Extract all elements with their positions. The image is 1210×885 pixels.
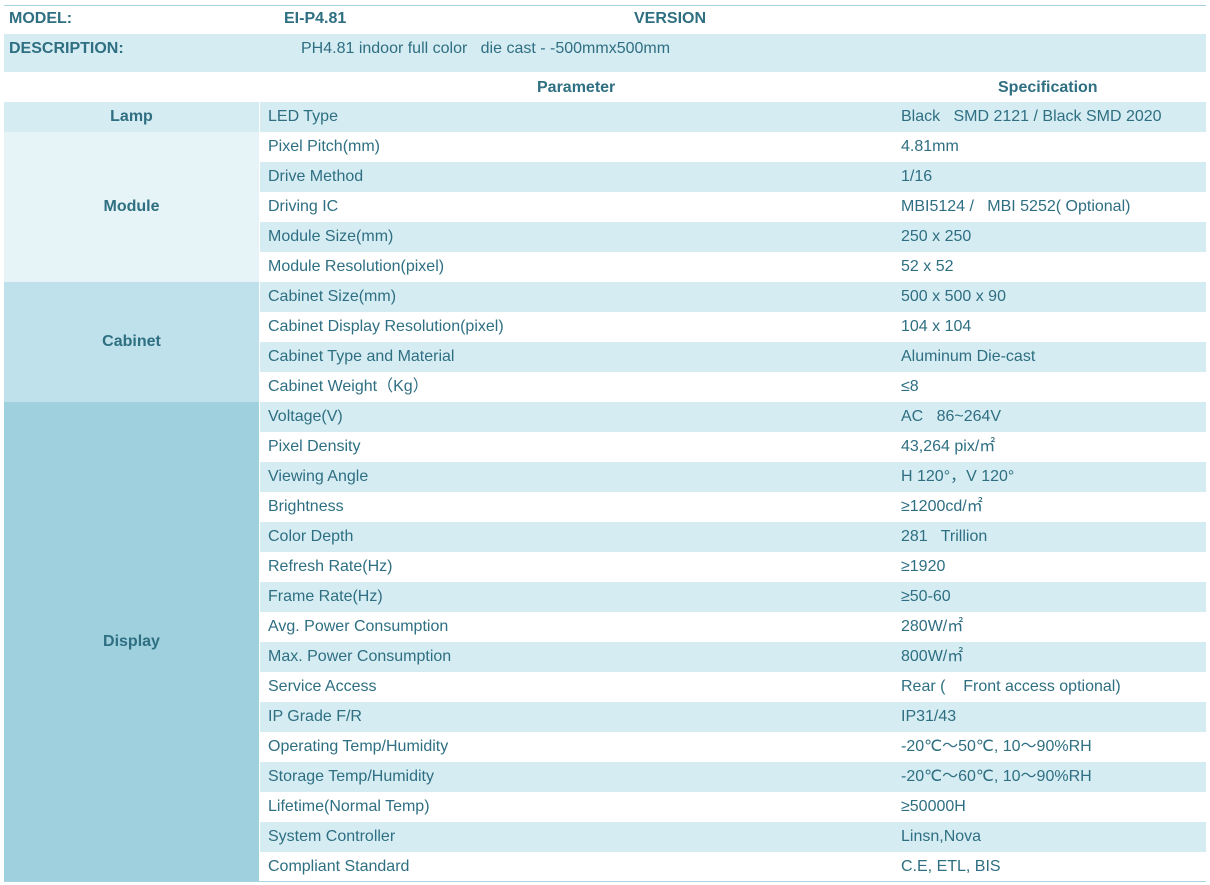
table-row: System Controller Linsn,Nova <box>260 822 1206 852</box>
table-row: Module Size(mm) 250 x 250 <box>260 222 1206 252</box>
parameter-cell: Cabinet Size(mm) <box>268 288 397 305</box>
specification-cell: H 120°，V 120° <box>901 468 1015 485</box>
group-module: Module <box>4 132 259 282</box>
specification-cell: -20℃～50℃, 10～90%RH <box>901 738 1092 755</box>
table-row: Operating Temp/Humidity -20℃～50℃, 10～90%R… <box>260 732 1206 762</box>
parameter-cell: LED Type <box>268 108 338 125</box>
parameter-cell: Avg. Power Consumption <box>268 618 449 635</box>
specification-cell: Rear ( Front access optional) <box>901 678 1121 695</box>
description-row <box>4 34 1206 72</box>
table-row: Cabinet Type and Material Aluminum Die-ca… <box>260 342 1206 372</box>
model-label: MODEL: <box>9 10 73 27</box>
group-display: Display <box>4 402 259 882</box>
table-row: Drive Method 1/16 <box>260 162 1206 192</box>
group-label: Lamp <box>110 108 153 125</box>
version-label: VERSION <box>634 10 707 27</box>
specification-cell: 800W/㎡ <box>901 648 964 665</box>
table-row: IP Grade F/R IP31/43 <box>260 702 1206 732</box>
group-cabinet: Cabinet <box>4 282 259 402</box>
table-row: LED Type Black SMD 2121 / Black SMD 2020 <box>260 102 1206 132</box>
specification-cell: IP31/43 <box>901 708 957 725</box>
description-label: DESCRIPTION: <box>9 40 124 57</box>
parameter-cell: Driving IC <box>268 198 339 215</box>
parameter-cell: IP Grade F/R <box>268 708 362 725</box>
parameter-cell: Operating Temp/Humidity <box>268 738 449 755</box>
table-row: Brightness ≥1200cd/㎡ <box>260 492 1206 522</box>
parameter-cell: Voltage(V) <box>268 408 343 425</box>
table-row: Cabinet Display Resolution(pixel) 104 x 1… <box>260 312 1206 342</box>
specification-cell: 250 x 250 <box>901 228 972 245</box>
specification-cell: 104 x 104 <box>901 318 972 335</box>
table-row: Module Resolution(pixel) 52 x 52 <box>260 252 1206 282</box>
group-lamp: Lamp <box>4 102 259 132</box>
specification-cell: Linsn,Nova <box>901 828 982 845</box>
table-row: Avg. Power Consumption 280W/㎡ <box>260 612 1206 642</box>
specification-cell: AC 86~264V <box>901 408 1002 425</box>
specification-cell: -20℃～60℃, 10～90%RH <box>901 768 1092 785</box>
specification-cell: 280W/㎡ <box>901 618 964 635</box>
group-label: Display <box>103 633 160 650</box>
table-row: Compliant Standard C.E, ETL, BIS <box>260 852 1206 882</box>
table-bottom-line <box>4 881 1206 882</box>
parameter-cell: Refresh Rate(Hz) <box>268 558 393 575</box>
column-header-parameter: Parameter <box>537 79 616 96</box>
specification-cell: ≤8 <box>901 378 919 395</box>
description-value: PH4.81 indoor full color die cast - -500… <box>301 40 671 57</box>
parameter-cell: Drive Method <box>268 168 364 185</box>
specification-cell: 43,264 pix/㎡ <box>901 438 996 455</box>
parameter-cell: System Controller <box>268 828 396 845</box>
column-header-specification: Specification <box>998 79 1098 96</box>
specification-cell: 1/16 <box>901 168 933 185</box>
parameter-cell: Compliant Standard <box>268 858 410 875</box>
table-row: Refresh Rate(Hz) ≥1920 <box>260 552 1206 582</box>
table-row: Color Depth 281 Trillion <box>260 522 1206 552</box>
parameter-cell: Brightness <box>268 498 344 515</box>
group-label: Module <box>103 198 160 215</box>
parameter-cell: Lifetime(Normal Temp) <box>268 798 430 815</box>
specification-cell: ≥50000H <box>901 798 966 815</box>
specification-cell: C.E, ETL, BIS <box>901 858 1001 875</box>
parameter-cell: Pixel Pitch(mm) <box>268 138 381 155</box>
specification-cell: 281 Trillion <box>901 528 988 545</box>
parameter-cell: Pixel Density <box>268 438 361 455</box>
parameter-cell: Cabinet Type and Material <box>268 348 455 365</box>
model-value: EI-P4.81 <box>284 10 347 27</box>
specification-cell: 500 x 500 x 90 <box>901 288 1006 305</box>
header-top-line <box>4 5 1206 6</box>
table-row: Lifetime(Normal Temp) ≥50000H <box>260 792 1206 822</box>
parameter-cell: Cabinet Display Resolution(pixel) <box>268 318 504 335</box>
table-row: Storage Temp/Humidity -20℃～60℃, 10～90%RH <box>260 762 1206 792</box>
parameter-cell: Color Depth <box>268 528 354 545</box>
parameter-cell: Viewing Angle <box>268 468 369 485</box>
specification-cell: 4.81mm <box>901 138 959 155</box>
parameter-cell: Max. Power Consumption <box>268 648 452 665</box>
table-row: Viewing Angle H 120°，V 120° <box>260 462 1206 492</box>
parameter-cell: Cabinet Weight（Kg） <box>268 378 429 395</box>
specification-cell: MBI5124 / MBI 5252( Optional) <box>901 198 1131 215</box>
table-row: Cabinet Size(mm) 500 x 500 x 90 <box>260 282 1206 312</box>
table-row: Max. Power Consumption 800W/㎡ <box>260 642 1206 672</box>
specification-cell: ≥50-60 <box>901 588 951 605</box>
parameter-cell: Service Access <box>268 678 377 695</box>
specification-cell: ≥1920 <box>901 558 946 575</box>
parameter-cell: Module Size(mm) <box>268 228 394 245</box>
table-row: Pixel Density 43,264 pix/㎡ <box>260 432 1206 462</box>
specification-cell: ≥1200cd/㎡ <box>901 498 983 515</box>
table-row: Frame Rate(Hz) ≥50-60 <box>260 582 1206 612</box>
table-row: Pixel Pitch(mm) 4.81mm <box>260 132 1206 162</box>
parameter-cell: Frame Rate(Hz) <box>268 588 383 605</box>
group-label: Cabinet <box>102 333 161 350</box>
table-row: Driving IC MBI5124 / MBI 5252( Optional) <box>260 192 1206 222</box>
table-row: Voltage(V) AC 86~264V <box>260 402 1206 432</box>
table-row: Cabinet Weight（Kg） ≤8 <box>260 372 1206 402</box>
specification-cell: Aluminum Die-cast <box>901 348 1036 365</box>
specification-cell: Black SMD 2121 / Black SMD 2020 <box>901 108 1162 125</box>
parameter-cell: Storage Temp/Humidity <box>268 768 434 785</box>
table-row: Service Access Rear ( Front access option… <box>260 672 1206 702</box>
parameter-cell: Module Resolution(pixel) <box>268 258 445 275</box>
specification-cell: 52 x 52 <box>901 258 954 275</box>
